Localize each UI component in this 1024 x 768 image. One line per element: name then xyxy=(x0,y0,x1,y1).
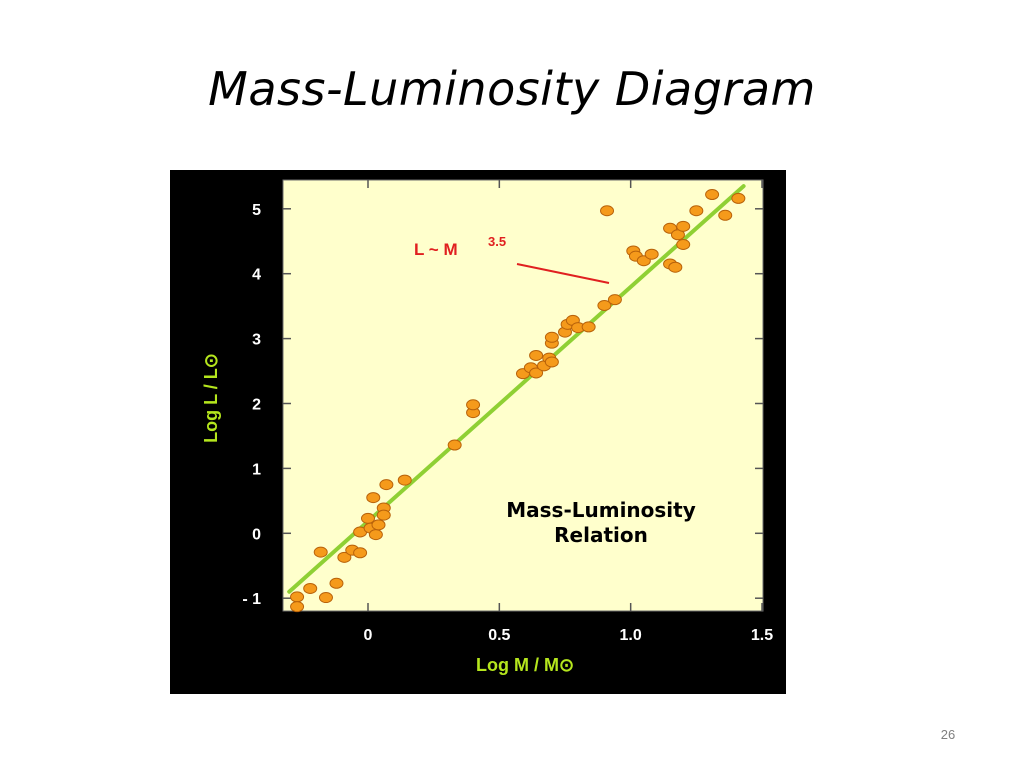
y-tick-label: 2 xyxy=(252,397,261,414)
data-point xyxy=(597,300,612,312)
annotation-label: L ~ M xyxy=(414,240,458,259)
data-point xyxy=(371,519,386,531)
x-tick-label: 0.5 xyxy=(488,627,510,644)
data-point xyxy=(337,551,352,563)
data-point xyxy=(581,321,596,333)
y-axis-tick-labels: - 1 0 1 2 3 4 5 xyxy=(242,202,261,608)
data-point xyxy=(544,356,559,368)
x-axis-tick-labels: 0 0.5 1.0 1.5 xyxy=(364,627,774,644)
data-point xyxy=(600,205,615,217)
data-points xyxy=(290,189,746,613)
data-point xyxy=(303,582,318,594)
x-axis-label: Log M / M⊙ xyxy=(476,655,574,675)
y-axis-ticks xyxy=(283,208,763,599)
data-point xyxy=(318,592,333,604)
data-point xyxy=(466,399,481,411)
annotation-pointer xyxy=(516,263,610,284)
data-point xyxy=(676,238,691,250)
y-tick-label: 1 xyxy=(252,461,261,478)
data-point xyxy=(366,492,381,504)
data-point xyxy=(376,509,391,521)
x-tick-label: 1.0 xyxy=(620,627,642,644)
data-point xyxy=(290,601,305,613)
data-point xyxy=(668,261,683,273)
plot-area xyxy=(282,179,764,612)
data-point xyxy=(447,439,462,451)
y-tick-label: 4 xyxy=(252,267,261,284)
data-point xyxy=(353,547,368,559)
mass-luminosity-chart: - 1 0 1 2 3 4 5 0 0.5 1.0 1.5 L ~ M 3.5 Mass-Lumi… xyxy=(201,179,774,675)
data-point xyxy=(329,577,344,589)
data-point xyxy=(689,205,704,217)
data-point xyxy=(368,529,383,541)
data-point xyxy=(676,220,691,232)
data-point xyxy=(397,474,412,486)
inset-label-line-2: Relation xyxy=(554,523,648,547)
data-point xyxy=(718,209,733,221)
data-point xyxy=(529,349,544,361)
data-point xyxy=(705,189,720,201)
x-tick-label: 0 xyxy=(364,627,373,644)
y-tick-label: 3 xyxy=(252,332,261,349)
y-tick-label: 0 xyxy=(252,526,261,543)
data-point xyxy=(361,512,375,524)
y-axis-label: Log L / L⊙ xyxy=(201,353,221,443)
page-number: 26 xyxy=(940,727,956,742)
y-tick-label: 5 xyxy=(252,202,261,219)
slide-title: Mass-Luminosity Diagram xyxy=(208,62,816,116)
data-point xyxy=(313,546,328,558)
data-point xyxy=(379,479,394,491)
inset-label-line-1: Mass-Luminosity xyxy=(506,498,696,522)
data-point xyxy=(290,591,305,603)
data-point xyxy=(644,248,659,260)
annotation-exponent: 3.5 xyxy=(488,234,506,249)
chart-figure: - 1 0 1 2 3 4 5 0 0.5 1.0 1.5 L ~ M 3.5 Mass-Lumi… xyxy=(170,170,786,694)
y-tick-label: - 1 xyxy=(242,591,261,608)
x-tick-label: 1.5 xyxy=(751,627,773,644)
x-axis-ticks xyxy=(367,180,763,611)
data-point xyxy=(731,192,746,204)
fit-line xyxy=(287,184,746,594)
data-point xyxy=(529,367,544,379)
data-point xyxy=(607,294,622,306)
data-point xyxy=(544,331,559,343)
